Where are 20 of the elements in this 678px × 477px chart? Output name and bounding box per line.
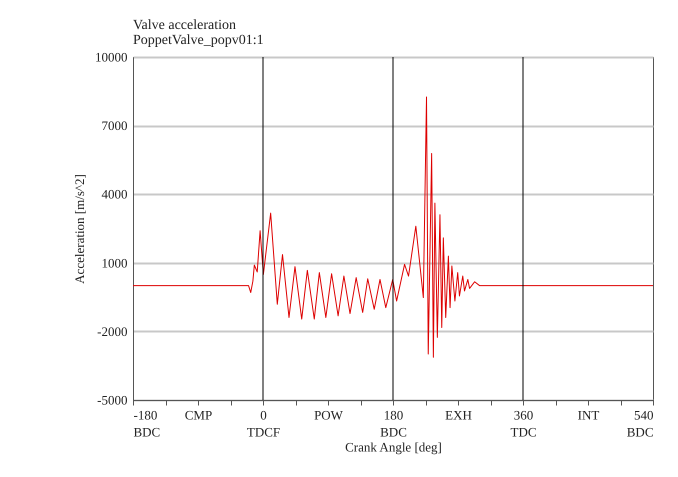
x-tick-label: 360 TDC (510, 408, 536, 440)
x-axis-title: Crank Angle [deg] (345, 440, 442, 454)
y-tick-label: -5000 (97, 392, 128, 408)
x-tick-label: INT (578, 408, 600, 422)
y-axis-title: Acceleration [m/s^2] (72, 174, 87, 284)
line-series (132, 96, 654, 358)
y-tick-label: 7000 (102, 118, 128, 134)
y-tick-label: -2000 (97, 324, 128, 339)
y-tick-label: 1000 (102, 255, 128, 270)
x-tick-label: 540 BDC (626, 408, 654, 440)
x-tick-label: EXH (445, 408, 472, 422)
chart-title: Valve acceleration (133, 18, 236, 33)
x-tick-label: CMP (184, 408, 212, 422)
x-tick-label: POW (314, 408, 344, 422)
y-tick-label: 10000 (95, 50, 128, 64)
x-tick-label: 180 BDC (380, 408, 407, 440)
x-tick-label: 0 TDCF (246, 408, 280, 440)
chart-subtitle: PoppetValve_popv01:1 (133, 33, 264, 48)
x-tick-label: -180 BDC (134, 408, 160, 440)
y-tick-label: 4000 (102, 186, 128, 202)
